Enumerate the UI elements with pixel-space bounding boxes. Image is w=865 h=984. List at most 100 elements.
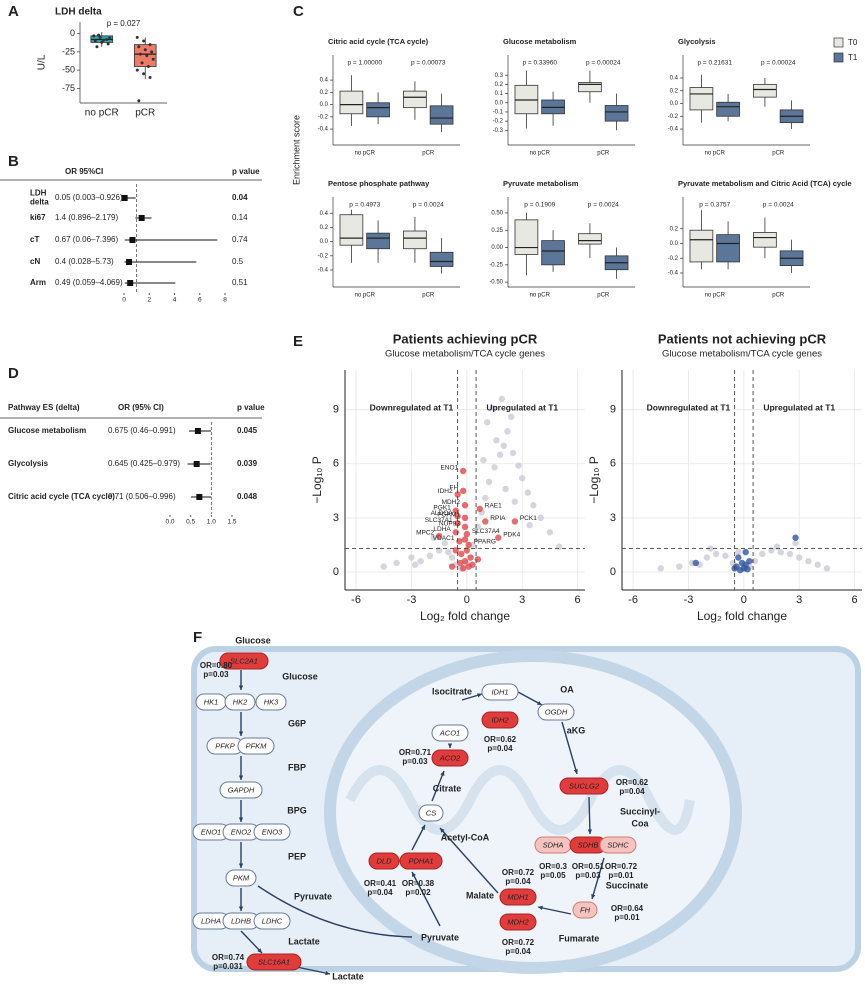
p-value: p = 0.00024 <box>586 60 621 67</box>
data-point <box>454 520 461 527</box>
stat-or: OR=0.72 <box>502 868 535 877</box>
point-label: FH <box>449 485 458 492</box>
arrow-shaft <box>561 721 578 775</box>
stat-or: OR=0.72 <box>605 862 638 871</box>
p-value: p = 0.00073 <box>411 60 446 67</box>
metabolite-label: Succinate <box>606 880 649 890</box>
plot-title: Glucose metabolism <box>503 37 577 46</box>
gene-node <box>253 912 291 930</box>
stat-or: OR=0.41 <box>364 879 397 888</box>
data-point <box>792 534 799 541</box>
or-ci: 0.49 (0.059–4.069) <box>55 278 123 287</box>
gene-label: DLD <box>376 856 392 865</box>
data-point <box>435 532 443 540</box>
data-point <box>135 35 139 39</box>
data-point <box>408 554 415 561</box>
arrow-head <box>537 700 542 705</box>
plot-title: Pyruvate metabolism <box>503 179 579 188</box>
or-marker <box>194 428 201 434</box>
stat-or: OR=0.80 <box>200 661 233 670</box>
gene-node <box>418 804 444 822</box>
box <box>578 82 602 93</box>
row-label: Arm <box>30 278 46 287</box>
or-ci: 0.645 (0.425–0.979) <box>108 459 180 468</box>
y-tick-label: -0.3 <box>493 128 504 134</box>
metabolite-label: Coa <box>631 818 649 828</box>
p-value: p = 1.00000 <box>347 60 382 67</box>
box <box>429 251 454 267</box>
y-tick-label: -0.4 <box>318 268 329 274</box>
stat-p: p=0.05 <box>540 871 566 880</box>
y-tick-label: 0.2 <box>495 82 504 88</box>
box <box>753 232 777 248</box>
plot-area <box>345 370 585 590</box>
gene-label: ENO1 <box>201 827 221 836</box>
gene-node <box>559 777 609 795</box>
x-tick-label: no pCR <box>530 151 551 157</box>
y-tick-label: 9 <box>333 404 339 416</box>
stat-p: p=0.03 <box>402 757 428 766</box>
data-point <box>138 52 142 56</box>
arrow-shaft <box>431 770 445 802</box>
data-point <box>380 563 387 570</box>
data-point <box>746 557 753 565</box>
row-label: cT <box>30 235 39 244</box>
panel-label: D <box>8 365 19 382</box>
p-value: p = 0.0024 <box>588 202 619 209</box>
data-point <box>448 554 456 561</box>
y-tick-label: 0.0 <box>670 241 679 247</box>
y-tick-label: 0.2 <box>320 90 329 96</box>
metabolite-label: FBP <box>288 762 306 772</box>
y-tick-label: 0.2 <box>670 88 679 94</box>
annotation: p = 0.027 <box>107 19 141 28</box>
plot-title: Patients not achieving pCR <box>658 331 827 346</box>
point-label: IDH2 <box>438 488 453 495</box>
box <box>716 101 740 117</box>
data-point <box>95 45 99 49</box>
data-point <box>805 557 812 565</box>
data-point <box>148 43 152 47</box>
data-point <box>496 451 504 458</box>
gene-node <box>253 823 291 841</box>
box <box>339 90 364 115</box>
y-tick-label: -0.2 <box>318 253 329 259</box>
annotation: Downregulated at T1 <box>370 402 454 412</box>
gene-node <box>224 693 256 711</box>
point-label: NUP93 <box>439 521 460 528</box>
stat-or: OR=0.51 <box>572 862 605 871</box>
data-point <box>454 512 461 520</box>
data-point <box>142 72 146 76</box>
box <box>753 83 777 98</box>
y-tick-label: -0.25 <box>489 262 503 268</box>
data-point <box>140 61 144 65</box>
arrow-head <box>591 894 596 899</box>
gene-node <box>481 711 519 729</box>
arrow-head <box>238 685 244 690</box>
point-label: MDH2 <box>442 499 461 506</box>
annotation: Upregulated at T1 <box>486 402 558 412</box>
gene-label: SUCLG2 <box>569 781 600 790</box>
y-tick-label: -0.4 <box>668 271 679 277</box>
metabolite-label: Fumarate <box>559 933 600 943</box>
arrow-head <box>538 905 543 911</box>
y-tick-label: -25 <box>62 46 75 56</box>
x-tick-label: no pCR <box>705 151 726 157</box>
gene-label: ENO3 <box>262 827 283 836</box>
arrow-head <box>440 771 445 776</box>
x-tick-label: pCR <box>772 151 785 157</box>
box <box>339 214 364 246</box>
data-point <box>498 395 506 403</box>
x-tick-label: pCR <box>597 151 610 157</box>
data-point <box>500 442 507 449</box>
data-point <box>476 505 483 513</box>
point-label: ALDOA <box>431 510 454 517</box>
y-tick-label: 0.4 <box>320 78 329 84</box>
panel-label: B <box>8 153 19 170</box>
p-value: 0.045 <box>237 426 258 435</box>
row-label: LDH <box>30 189 47 198</box>
data-point <box>430 534 437 541</box>
metabolite-label: Glucose <box>235 635 271 645</box>
data-point <box>507 413 515 421</box>
y-tick-label: 3 <box>610 512 616 524</box>
point-label: SLC37A4 <box>472 528 500 535</box>
